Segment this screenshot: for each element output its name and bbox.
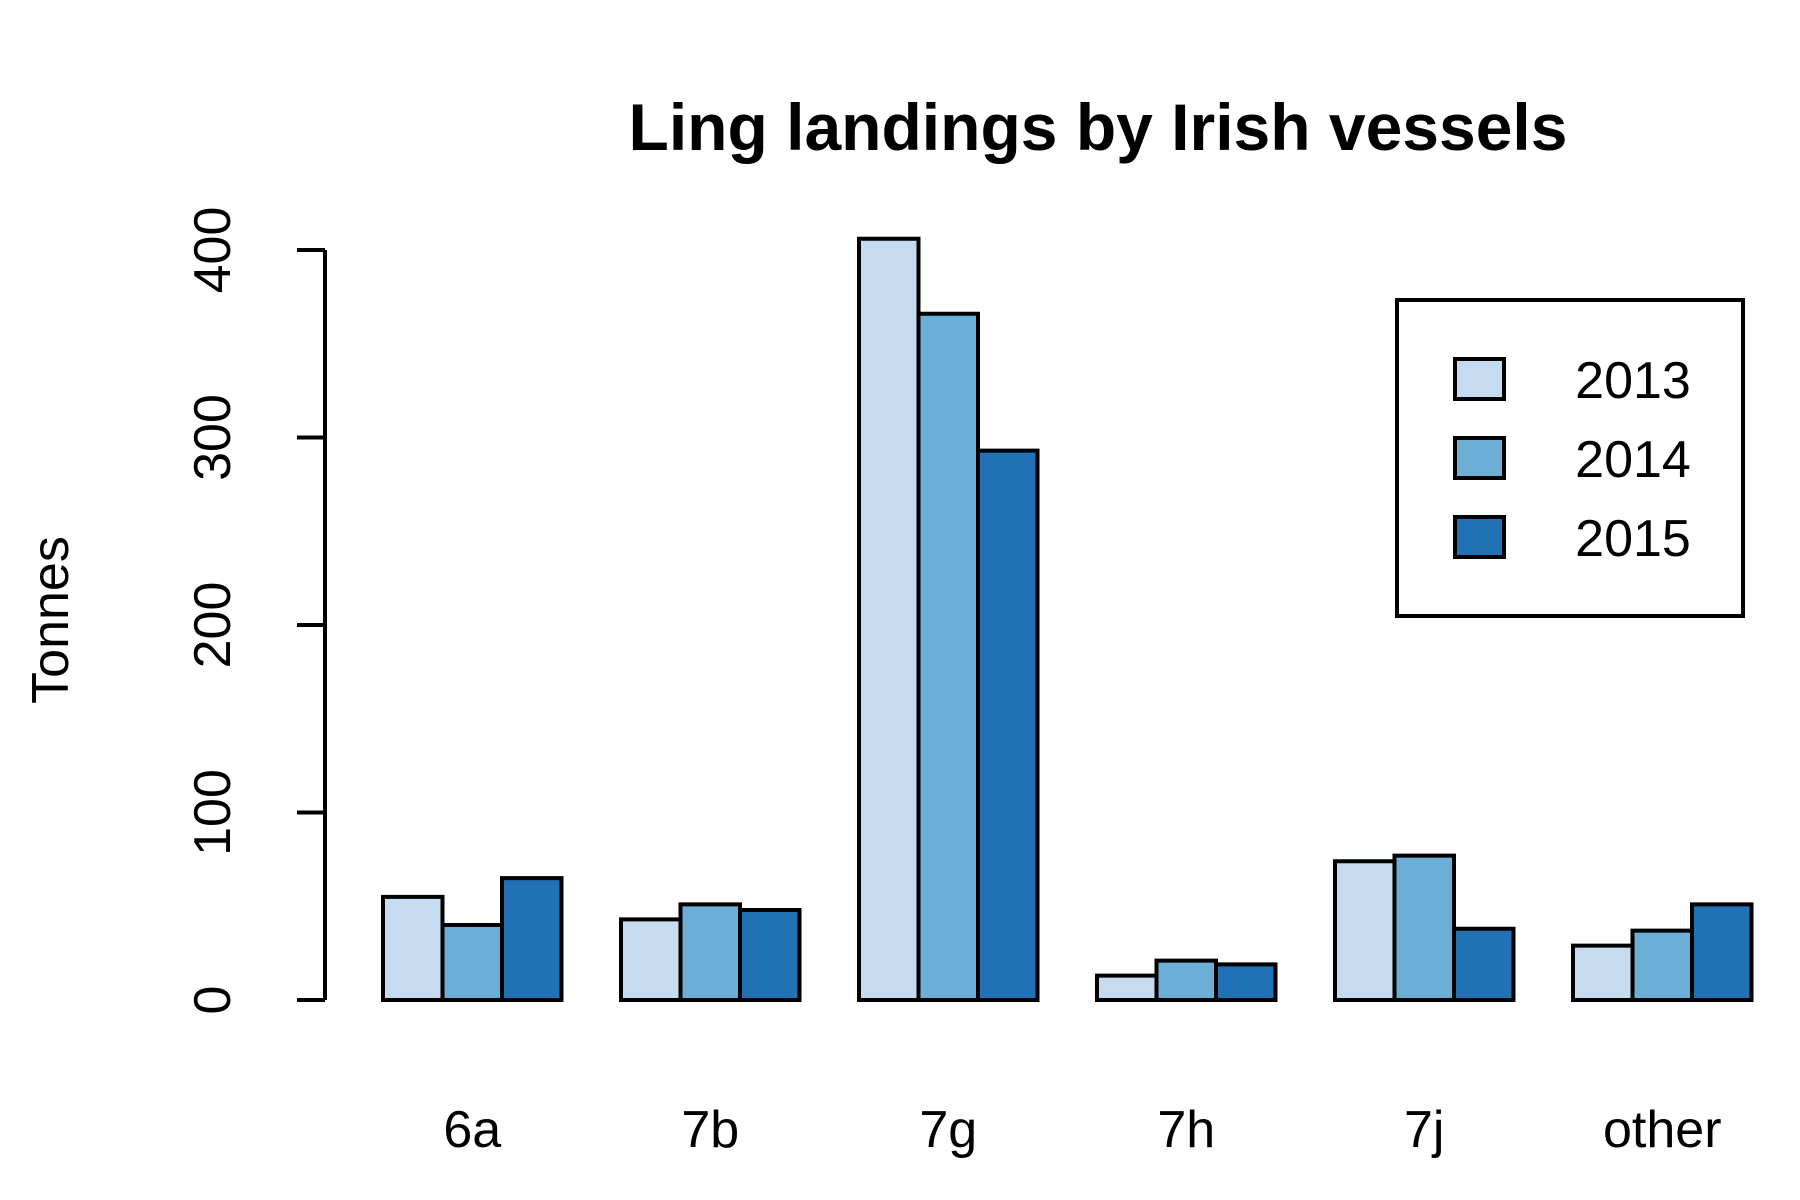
y-tick-label: 400 (184, 207, 242, 294)
bar-7b-2015 (738, 908, 802, 1002)
bar-7j-2015 (1452, 926, 1516, 1002)
bar-7b-2013 (619, 917, 683, 1002)
bar-6a-2015 (500, 876, 564, 1002)
y-axis: 0 100 200 300 400 (184, 207, 327, 1015)
legend-box (1395, 298, 1745, 618)
bar-7g-2014 (916, 311, 980, 1002)
chart-title: Ling landings by Irish vessels (629, 90, 1568, 164)
legend-swatch-2014 (1453, 436, 1506, 480)
legend-swatch-2013 (1453, 357, 1506, 401)
y-tick-label: 300 (184, 394, 242, 481)
x-tick-label: 7h (1157, 1101, 1215, 1159)
legend-label-2013: 2013 (1575, 352, 1691, 410)
bar-other-2015 (1690, 902, 1754, 1002)
x-tick-label: other (1603, 1101, 1722, 1159)
x-tick-label: 7b (681, 1101, 739, 1159)
legend-label-2015: 2015 (1575, 510, 1691, 568)
legend-label-2014: 2014 (1575, 431, 1691, 489)
legend: 2013 2014 2015 (1395, 298, 1745, 618)
legend-swatch-2015 (1453, 515, 1506, 559)
y-tick-label: 0 (184, 986, 242, 1015)
bar-other-2013 (1571, 943, 1635, 1002)
x-tick-label: 7j (1404, 1101, 1444, 1159)
x-axis-labels: 6a 7b 7g 7h 7j other (443, 1101, 1721, 1159)
bar-7g-2015 (976, 448, 1040, 1002)
bars (381, 236, 1754, 1002)
bar-7g-2013 (857, 236, 921, 1002)
y-axis-label: Tonnes (22, 536, 80, 704)
bar-7h-2013 (1095, 973, 1159, 1002)
x-tick-label: 6a (443, 1101, 501, 1159)
y-tick-label: 100 (184, 769, 242, 856)
bar-6a-2013 (381, 894, 445, 1002)
bar-7j-2014 (1392, 853, 1456, 1002)
bar-6a-2014 (440, 923, 504, 1002)
x-tick-label: 7g (919, 1101, 977, 1159)
bar-7h-2015 (1214, 962, 1278, 1002)
bar-other-2014 (1630, 928, 1694, 1002)
bar-7b-2014 (678, 902, 742, 1002)
y-tick-label: 200 (184, 582, 242, 669)
bar-7j-2013 (1333, 859, 1397, 1002)
bar-7h-2014 (1154, 958, 1218, 1002)
